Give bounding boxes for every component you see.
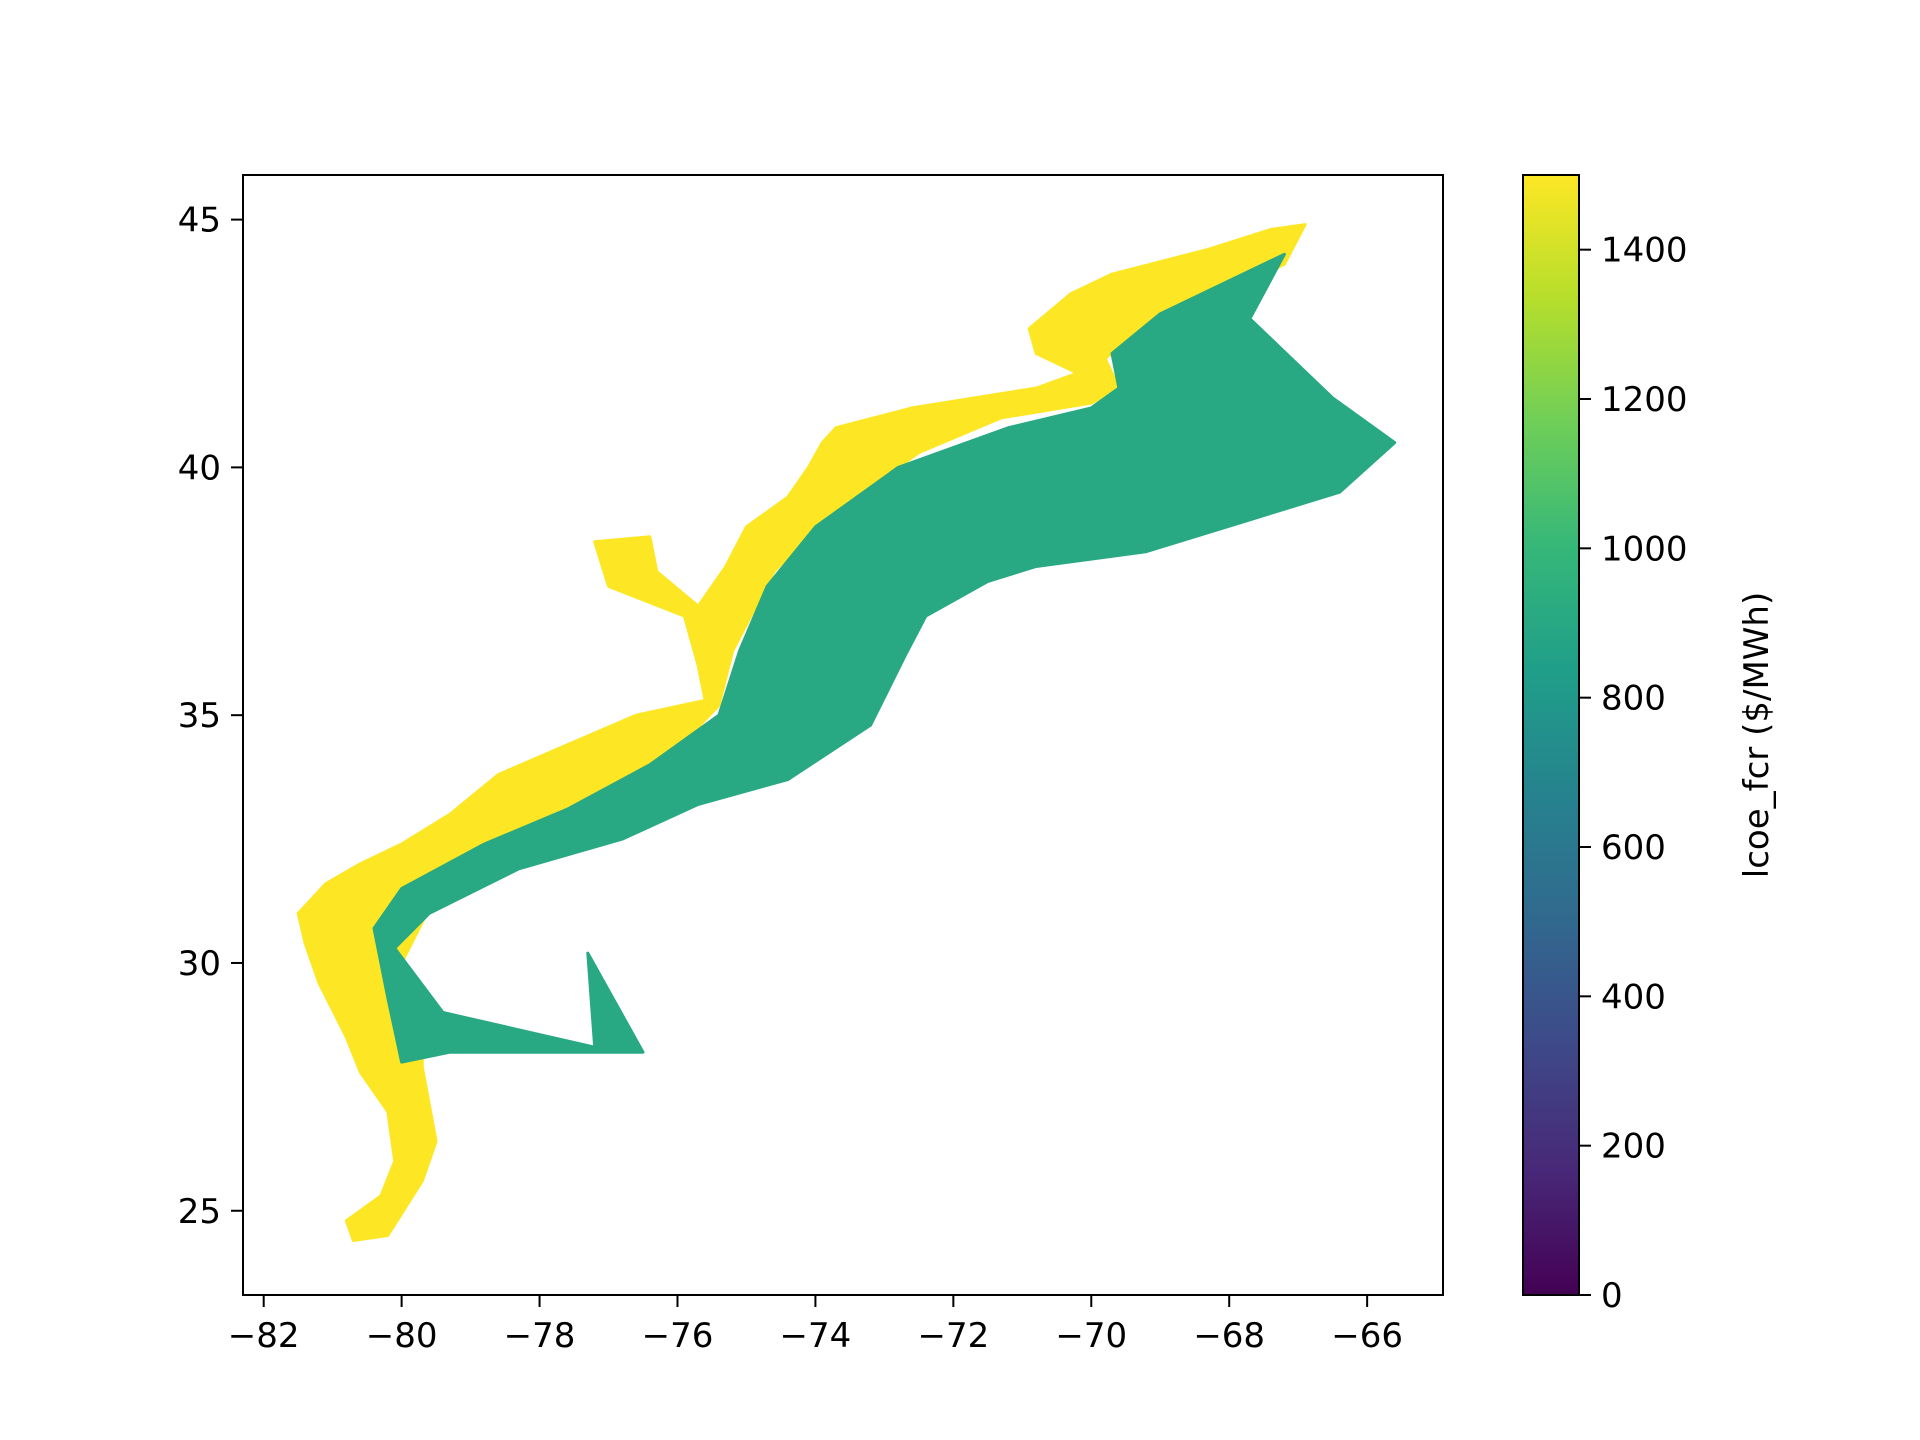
x-tick-label: −66 xyxy=(1331,1316,1403,1356)
x-tick-label: −74 xyxy=(780,1316,852,1356)
y-tick-label: 45 xyxy=(178,201,221,241)
y-tick-label: 30 xyxy=(178,944,221,984)
colorbar-tick-label: 600 xyxy=(1601,828,1666,868)
x-tick-label: −82 xyxy=(228,1316,300,1356)
colorbar-ticks: 0 200 400 600 800 1000 1200 1400 xyxy=(1579,231,1688,1316)
colorbar-tick-label: 1200 xyxy=(1601,380,1688,420)
colorbar-tick-label: 400 xyxy=(1601,977,1666,1017)
y-tick-label: 25 xyxy=(178,1192,221,1232)
colorbar-tick-label: 0 xyxy=(1601,1276,1623,1316)
y-axis-ticks: 25 30 35 40 45 xyxy=(178,201,243,1232)
map-plot-area: −82 −80 −78 −76 −74 −72 −70 −68 −66 25 30 35 40 45 xyxy=(178,175,1443,1356)
x-tick-label: −72 xyxy=(917,1316,989,1356)
colorbar-tick-label: 800 xyxy=(1601,679,1666,719)
y-tick-label: 40 xyxy=(178,448,221,488)
colorbar-label: lcoe_fcr ($/MWh) xyxy=(1737,592,1777,878)
colorbar-tick-label: 1000 xyxy=(1601,529,1688,569)
x-tick-label: −80 xyxy=(366,1316,438,1356)
x-tick-label: −70 xyxy=(1055,1316,1127,1356)
y-tick-label: 35 xyxy=(178,696,221,736)
colorbar: 0 200 400 600 800 1000 1200 1400 lcoe_fcr ($/MW… xyxy=(1523,175,1777,1316)
x-tick-label: −76 xyxy=(642,1316,714,1356)
colorbar-tick-label: 1400 xyxy=(1601,231,1688,271)
x-tick-label: −78 xyxy=(504,1316,576,1356)
region-offshore-region xyxy=(374,254,1395,1062)
colorbar-gradient xyxy=(1523,175,1579,1295)
x-tick-label: −68 xyxy=(1193,1316,1265,1356)
lcoe-regions xyxy=(298,225,1395,1241)
x-axis-ticks: −82 −80 −78 −76 −74 −72 −70 −68 −66 xyxy=(228,1295,1403,1356)
colorbar-tick-label: 200 xyxy=(1601,1127,1666,1167)
